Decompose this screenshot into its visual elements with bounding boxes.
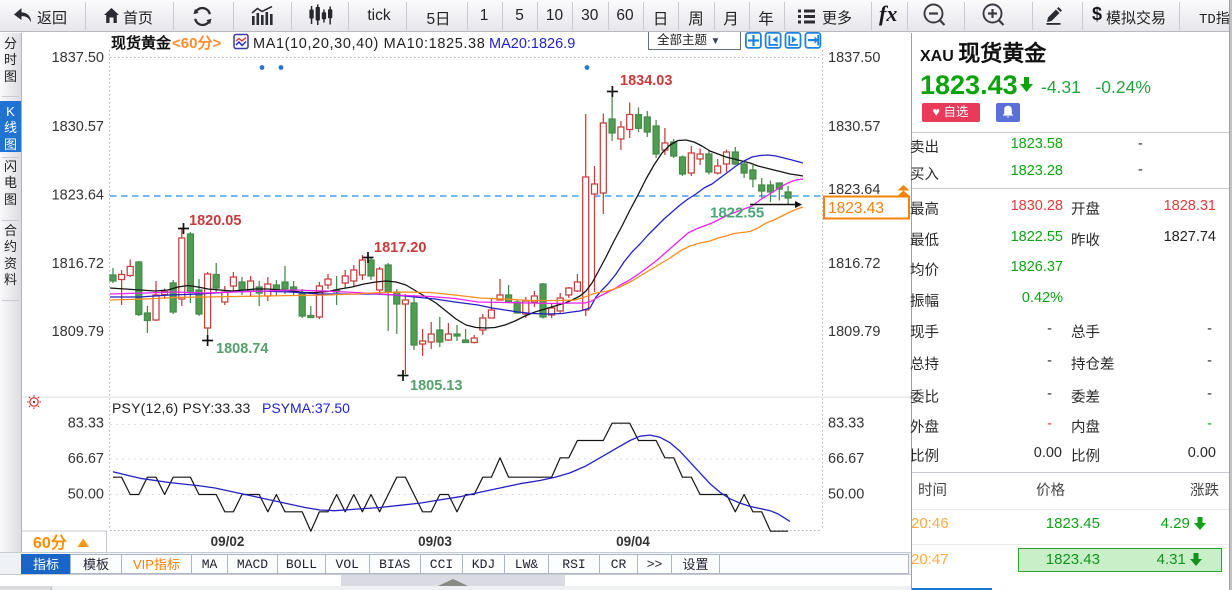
svg-text:PSY(12,6) PSY:33.33: PSY(12,6) PSY:33.33 (112, 400, 250, 416)
svg-text:1830.57: 1830.57 (828, 119, 880, 135)
svg-text:1820.05: 1820.05 (189, 213, 241, 229)
svg-text:1816.72: 1816.72 (828, 256, 880, 272)
svg-text:1809.79: 1809.79 (52, 324, 104, 340)
svg-text:1823.64: 1823.64 (52, 188, 104, 204)
svg-text:PSYMA:37.50: PSYMA:37.50 (262, 400, 350, 416)
svg-text:1816.72: 1816.72 (52, 256, 104, 272)
svg-text:83.33: 83.33 (828, 416, 864, 432)
svg-text:MA20:1826.9: MA20:1826.9 (489, 36, 575, 52)
svg-text:09/03: 09/03 (418, 534, 452, 549)
svg-text:1809.79: 1809.79 (828, 324, 880, 340)
svg-text:1834.03: 1834.03 (620, 73, 672, 89)
svg-text:1808.74: 1808.74 (216, 341, 268, 357)
svg-text:1837.50: 1837.50 (52, 50, 104, 66)
svg-text:1805.13: 1805.13 (410, 378, 462, 394)
svg-text:1823.64: 1823.64 (828, 182, 880, 198)
svg-text:50.00: 50.00 (68, 487, 104, 503)
svg-text:1837.50: 1837.50 (828, 50, 880, 66)
svg-text:<60分>: <60分> (172, 35, 221, 52)
svg-text:1830.57: 1830.57 (52, 119, 104, 135)
svg-text:50.00: 50.00 (828, 487, 864, 503)
svg-text:MA1(10,20,30,40) MA10:1825.38: MA1(10,20,30,40) MA10:1825.38 (253, 36, 485, 52)
svg-text:1823.43: 1823.43 (828, 200, 884, 217)
svg-text:83.33: 83.33 (68, 416, 104, 432)
svg-text:60分: 60分 (33, 534, 67, 552)
svg-text:1817.20: 1817.20 (374, 240, 426, 256)
svg-text:66.67: 66.67 (68, 451, 104, 467)
svg-text:1822.55: 1822.55 (710, 205, 764, 222)
svg-text:09/04: 09/04 (616, 534, 650, 549)
svg-text:现货黄金: 现货黄金 (111, 34, 172, 52)
svg-text:09/02: 09/02 (211, 534, 245, 549)
svg-text:66.67: 66.67 (828, 451, 864, 467)
